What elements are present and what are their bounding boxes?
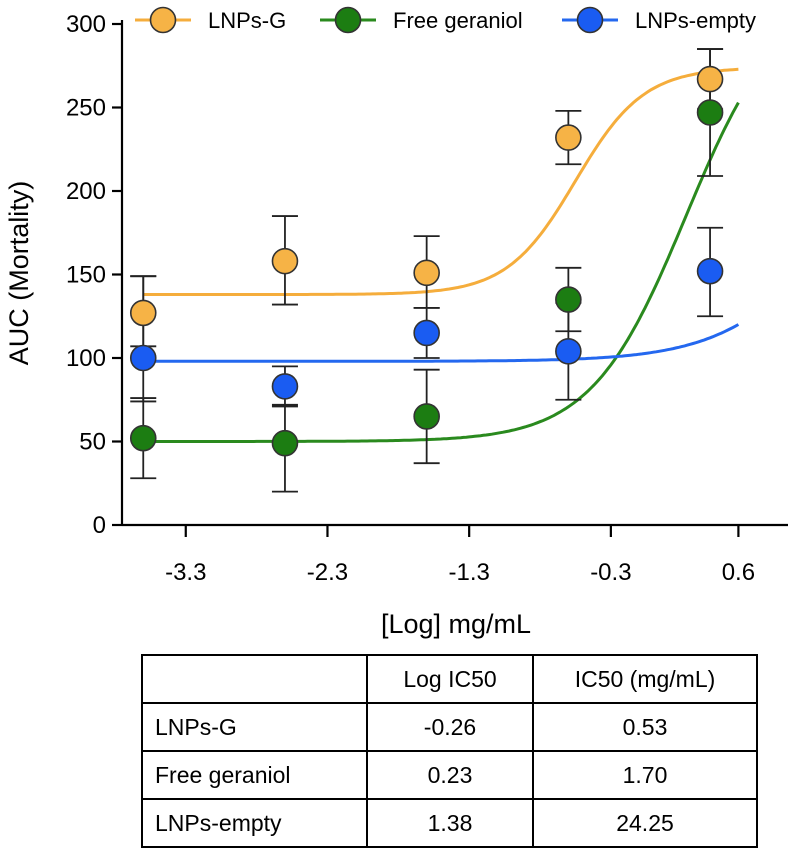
x-tick-label: 0.6 <box>722 559 755 586</box>
data-point-lnps-empty <box>696 257 724 285</box>
data-point-lnps-g <box>271 247 299 275</box>
x-tick-label: -1.3 <box>448 559 489 586</box>
data-point-free-geraniol <box>696 99 724 126</box>
chart: 0 50 100 150 200 250 300 -3.3 -2.3 -1.3 -0.3 0.6 LN… <box>4 6 788 639</box>
table-cell-log-ic50: 0.23 <box>366 750 534 800</box>
y-axis-title: AUC (Mortality) <box>4 181 34 366</box>
fit-curve-lnps-empty <box>143 323 740 363</box>
data-point-lnps-empty <box>129 344 157 372</box>
table-cell-ic50: 24.25 <box>532 798 758 848</box>
x-tick-label: -2.3 <box>307 559 348 586</box>
data-point-free-geraniol <box>271 429 299 457</box>
table-cell-name: LNPs-G <box>141 702 368 752</box>
data-point-lnps-g <box>555 124 582 151</box>
table-header-cell: Log IC50 <box>366 654 534 704</box>
data-point-free-geraniol <box>129 424 157 452</box>
data-point-lnps-g <box>129 299 157 327</box>
legend-label: LNPs-empty <box>635 8 756 33</box>
x-tick-label: -3.3 <box>165 559 206 586</box>
fit-curve-lnps-g <box>143 67 739 296</box>
y-tick-label: 50 <box>79 429 106 456</box>
table-header-row: Log IC50 IC50 (mg/mL) <box>141 654 758 704</box>
y-tick-label: 100 <box>66 345 106 372</box>
table-row: LNPs-empty 1.38 24.25 <box>141 798 758 848</box>
axes: 0 50 100 150 200 250 300 -3.3 -2.3 -1.3 -0.3 0.6 <box>66 11 788 586</box>
fit-curve-free-geraniol <box>143 101 740 443</box>
y-tick-label: 0 <box>93 512 106 539</box>
legend-marker <box>149 6 177 34</box>
y-tick-label: 150 <box>66 262 106 289</box>
table-cell-ic50: 0.53 <box>532 702 758 752</box>
data-point-lnps-empty <box>413 319 440 347</box>
legend-label: Free geraniol <box>393 8 523 33</box>
table-header-cell: IC50 (mg/mL) <box>532 654 758 704</box>
legend-label: LNPs-G <box>208 8 286 33</box>
legend-marker <box>334 6 362 34</box>
table-row: Free geraniol 0.23 1.70 <box>141 750 758 800</box>
x-tick-label: -0.3 <box>590 559 631 586</box>
table-row: LNPs-G -0.26 0.53 <box>141 702 758 752</box>
y-tick-label: 200 <box>66 178 106 205</box>
table-cell-log-ic50: 1.38 <box>366 798 534 848</box>
table-cell-log-ic50: -0.26 <box>366 702 534 752</box>
data-points <box>129 48 724 493</box>
fit-curves <box>143 67 740 443</box>
y-tick-label: 250 <box>66 95 106 122</box>
data-point-free-geraniol <box>555 286 582 313</box>
legend: LNPs-G Free geraniol LNPs-empty <box>135 6 756 34</box>
data-point-lnps-g <box>696 65 724 93</box>
data-point-lnps-g <box>413 259 440 287</box>
data-point-lnps-empty <box>271 373 299 400</box>
table-cell-ic50: 1.70 <box>532 750 758 800</box>
data-point-free-geraniol <box>413 403 440 430</box>
ic50-table: Log IC50 IC50 (mg/mL) LNPs-G -0.26 0.53 … <box>141 654 758 848</box>
data-point-lnps-empty <box>555 338 582 365</box>
y-tick-label: 300 <box>66 11 106 38</box>
legend-marker <box>576 6 604 34</box>
table-cell-name: Free geraniol <box>141 750 368 800</box>
table-header-cell <box>141 654 368 704</box>
x-axis-title: [Log] mg/mL <box>381 609 531 639</box>
table-cell-name: LNPs-empty <box>141 798 368 848</box>
